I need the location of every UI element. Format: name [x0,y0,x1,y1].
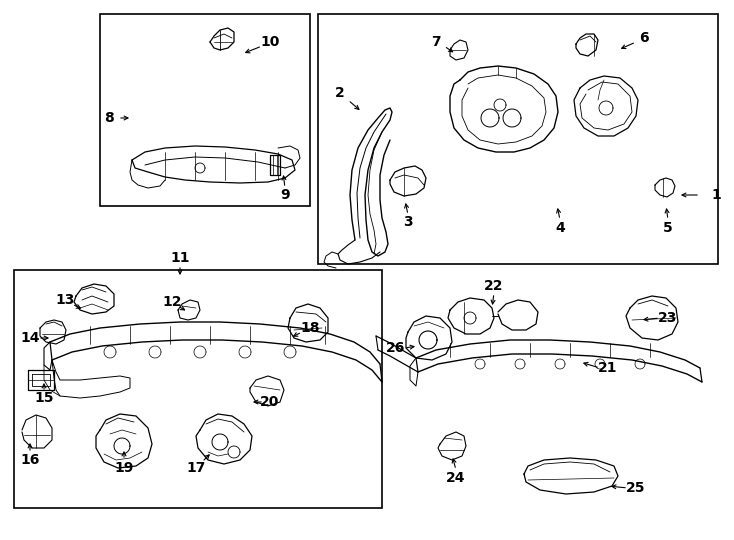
Text: 22: 22 [484,279,504,293]
Text: 15: 15 [34,391,54,405]
Text: 2: 2 [335,86,345,100]
Text: 10: 10 [261,35,280,49]
Text: 25: 25 [626,481,646,495]
Text: 12: 12 [162,295,182,309]
Text: 17: 17 [186,461,206,475]
Text: 26: 26 [386,341,406,355]
Text: 1: 1 [711,188,721,202]
Text: 18: 18 [300,321,320,335]
Text: 4: 4 [555,221,565,235]
Bar [14,270,382,508]
Text: 5: 5 [663,221,673,235]
Text: 24: 24 [446,471,466,485]
Text: 13: 13 [55,293,75,307]
Bar [100,14,310,206]
Text: 23: 23 [658,311,677,325]
Text: 7: 7 [431,35,441,49]
Text: 3: 3 [403,215,413,229]
Text: 16: 16 [21,453,40,467]
Text: 20: 20 [261,395,280,409]
Text: 14: 14 [21,331,40,345]
Bar [318,14,718,264]
Text: 8: 8 [104,111,114,125]
Text: 9: 9 [280,188,290,202]
Text: 11: 11 [170,251,190,265]
Text: 21: 21 [598,361,618,375]
Text: 19: 19 [115,461,134,475]
Text: 6: 6 [639,31,649,45]
